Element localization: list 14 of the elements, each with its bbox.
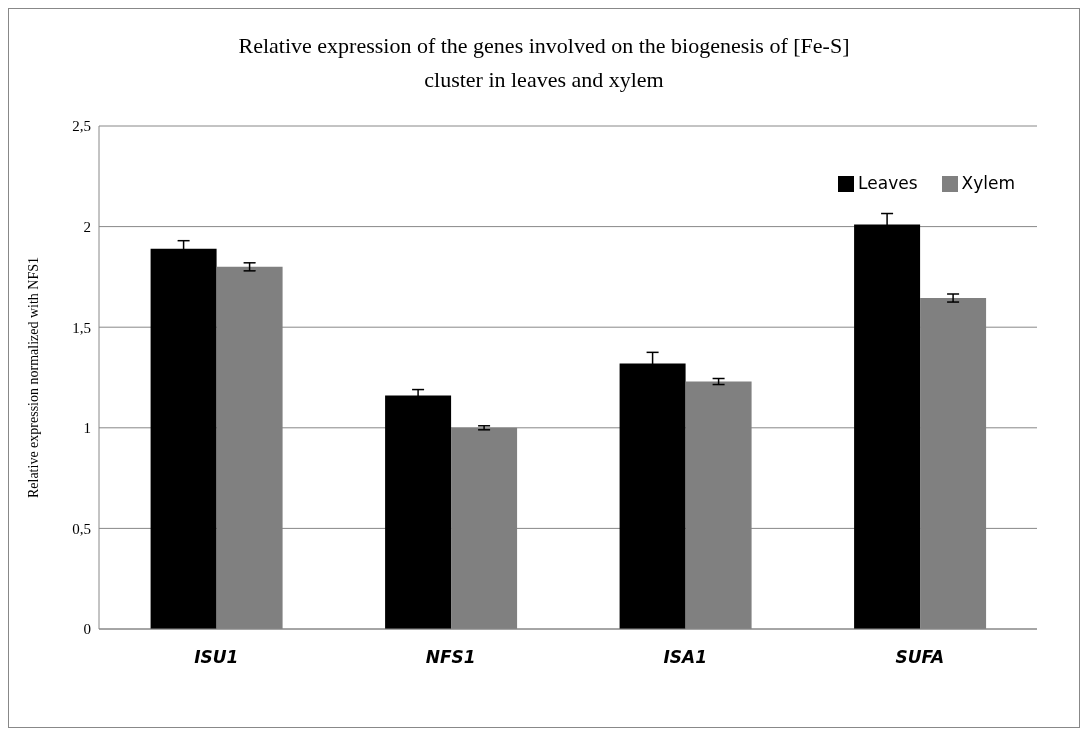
- legend-label: Leaves: [858, 173, 918, 193]
- x-tick-label: NFS1: [425, 647, 476, 668]
- x-tick-label: SUFA: [895, 647, 945, 668]
- legend-label: Xylem: [961, 173, 1015, 193]
- y-axis-title: Relative expression normalized with NFS1: [25, 256, 41, 499]
- y-tick-label: 1,5: [72, 319, 91, 336]
- x-tick-label: ISA1: [663, 647, 708, 668]
- y-tick-label: 1: [83, 420, 91, 437]
- y-tick-label: 2: [83, 218, 91, 235]
- x-tick-label: ISU1: [194, 647, 239, 668]
- y-tick-label: 2,5: [72, 118, 91, 135]
- chart-title: Relative expression of the genes involved on the biogenesis of [Fe-S] cluster in leaves and xylem: [237, 32, 851, 94]
- y-tick-label: 0: [83, 621, 91, 638]
- y-tick-label: 0,5: [72, 520, 91, 537]
